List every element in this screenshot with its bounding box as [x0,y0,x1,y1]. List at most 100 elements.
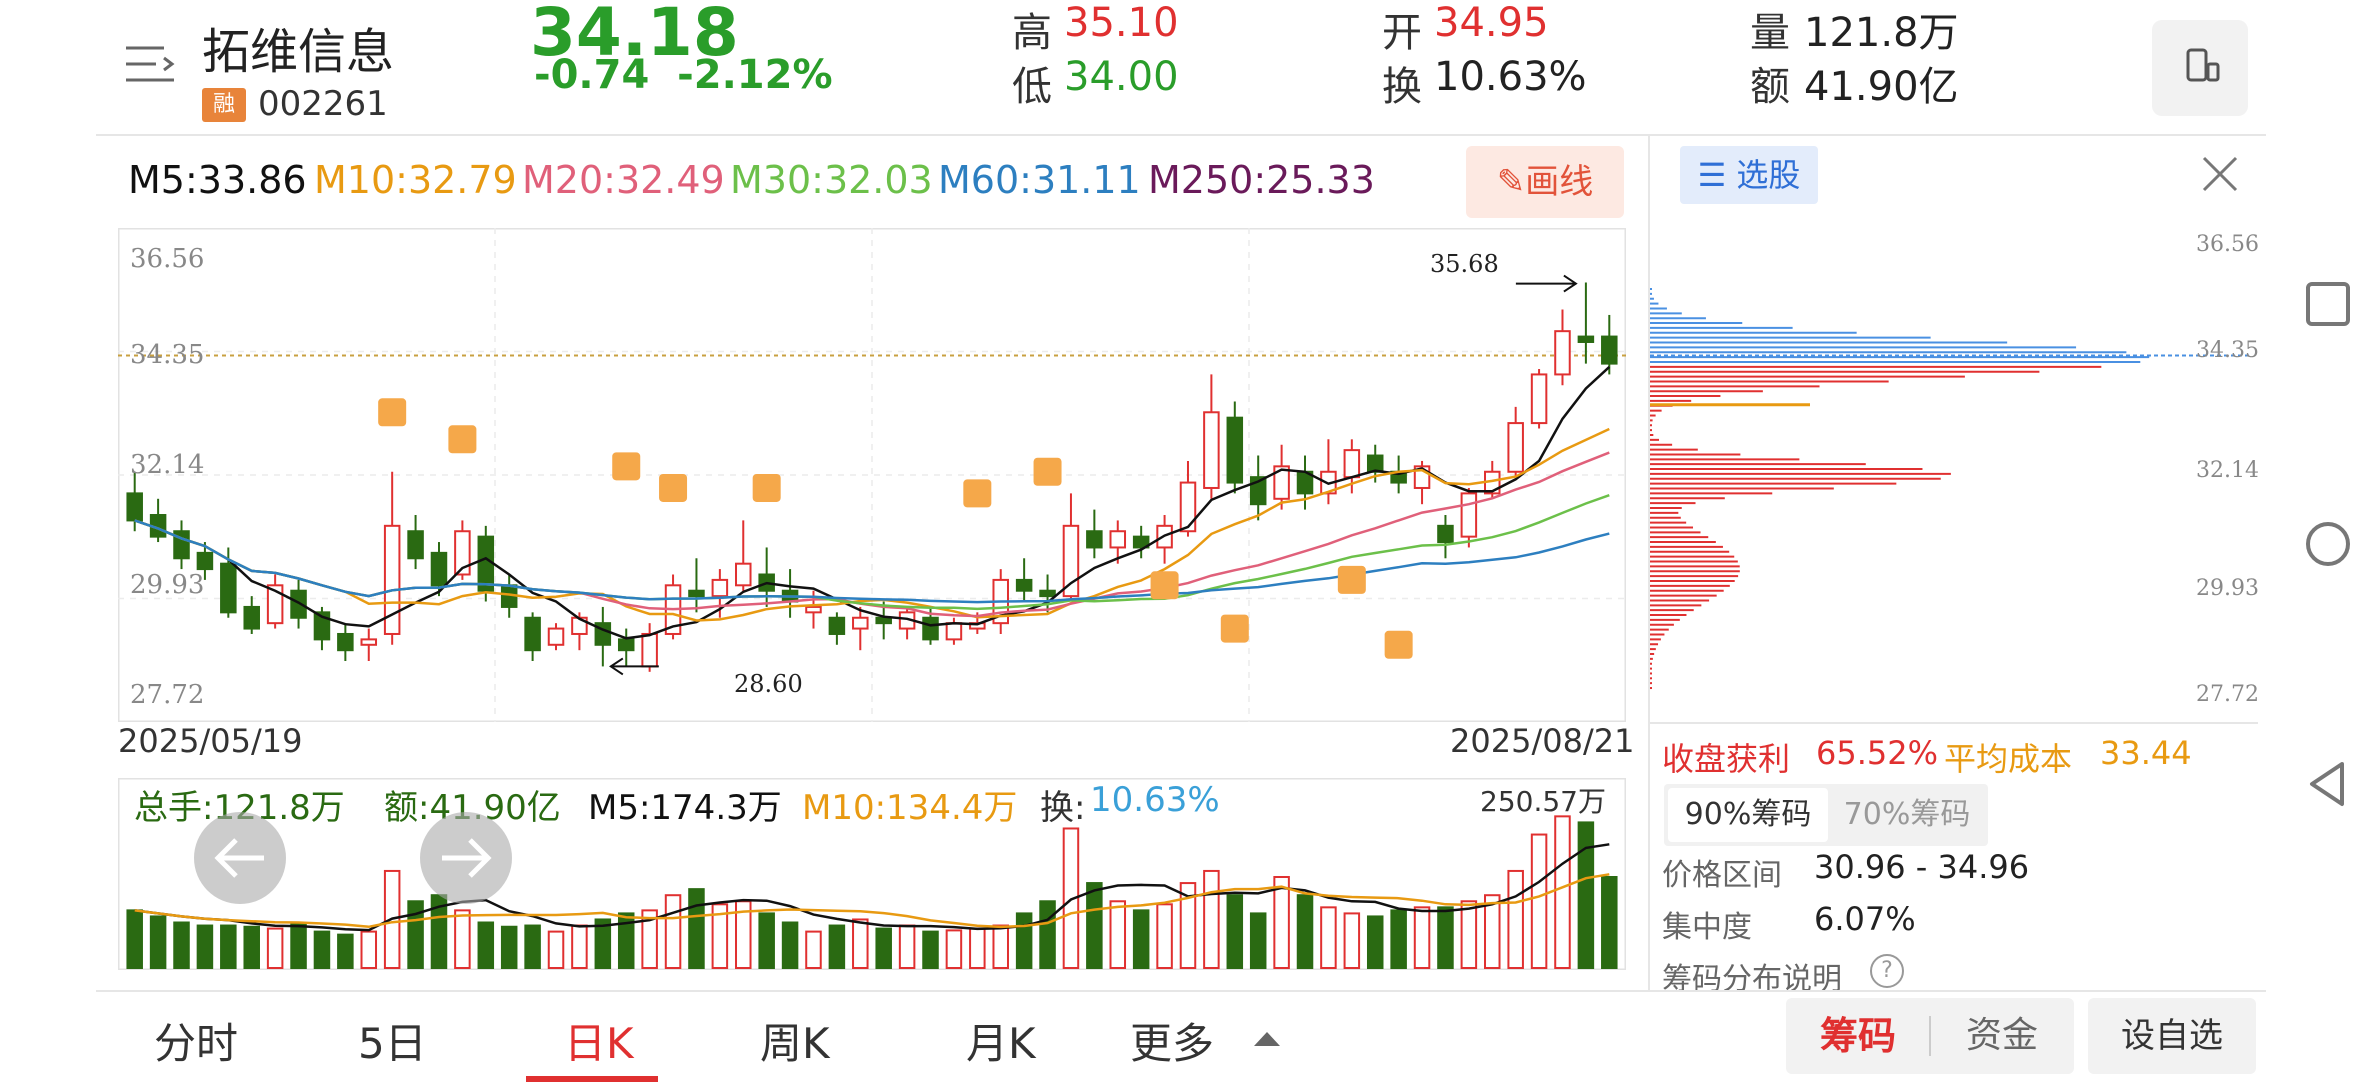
tab-weekly-k[interactable]: 周K [760,1019,830,1068]
volume-chart[interactable] [118,778,1626,970]
signal-tag-t [1384,630,1413,659]
candle-body [1273,465,1290,500]
header-divider [96,134,2266,136]
volume-bar [1132,909,1150,970]
volume-bar [805,930,822,969]
volume-bar [360,930,378,969]
signal-tag-t [1337,565,1366,594]
vol-turnover-label: 换: [1040,788,1086,828]
volume-bar [758,912,775,970]
panel-divider [1648,136,1650,990]
candle-body [617,638,635,652]
candle-body [407,530,424,560]
chip-y-tick-2: 34.35 [2196,338,2259,363]
amount-value: 41.90亿 [1804,64,1959,110]
volume-bar [945,929,963,970]
close-icon[interactable] [2196,150,2244,198]
volume-bar [1484,894,1501,969]
volume-bar [1577,821,1595,969]
candle-body [828,616,846,635]
home-icon[interactable] [2300,516,2356,572]
candle-body [875,616,892,625]
tab-daily-k[interactable]: 日K [564,1019,634,1068]
candlestick-chart[interactable] [118,228,1626,722]
volume-bar [1320,906,1337,969]
volume-bar [1226,894,1244,969]
tab-fenshi[interactable]: 分时 [154,1019,239,1068]
low-marker-label: 28.60 [734,670,803,698]
ma20-label: M20:32.49 [522,158,725,202]
signal-tag-t [612,452,641,481]
profit-value: 65.52% [1816,734,1939,772]
vol-m5: M5:174.3万 [588,788,782,828]
tab-monthly-k[interactable]: 月K [966,1019,1036,1068]
stock-pick-button[interactable]: ☰ 选股 [1680,146,1818,204]
turnover-label: 换 [1382,64,1422,110]
candle-body [454,530,471,576]
volume-bar [149,915,167,969]
amount-label: 额 [1750,64,1790,110]
price-range-value: 30.96 - 34.96 [1814,848,2030,886]
volume-bar [1273,876,1290,969]
volume-bar [1507,869,1524,969]
chip-y-tick-1: 36.56 [2196,232,2259,257]
ma5-line [134,365,1611,640]
candle-body [1226,416,1244,484]
candle-body [266,584,284,625]
candle-body [1460,492,1478,538]
volume-bar [266,927,284,969]
menu-collapse-icon[interactable] [124,38,176,90]
chip-range-tabs: 90%筹码 70%筹码 [1664,784,1988,846]
candle-body [243,605,260,630]
concentration-value: 6.07% [1814,900,1916,938]
candle-body [1132,535,1150,549]
low-label: 低 [1012,64,1052,110]
draw-line-button[interactable]: ✎画线 [1466,146,1624,218]
volume-bar [1296,894,1314,969]
margin-badge: 融 [202,88,246,122]
candle-body [945,622,963,641]
vol-ma10-line [134,873,1610,929]
recent-apps-icon[interactable] [2300,276,2356,332]
rotate-screen-button[interactable] [2152,20,2248,116]
signal-tag-t [659,473,688,502]
candle-body [1039,589,1056,598]
candle-body [337,632,354,652]
volume-bar [126,909,143,970]
candle-body [805,605,822,614]
candle-body [1109,530,1127,549]
candle-body [220,562,237,614]
volume-bar [313,930,331,969]
tab-5day[interactable]: 5日 [358,1019,427,1068]
volume-bar [407,900,424,969]
high-label: 高 [1012,10,1052,56]
volume-bar [781,921,799,970]
next-button[interactable] [420,812,512,904]
chip-button[interactable]: 筹码 [1819,1014,1896,1058]
high-marker-label: 35.68 [1430,250,1499,278]
start-date: 2025/05/19 [118,722,303,760]
volume-bar [1554,815,1571,970]
volume-bar [828,924,846,970]
candle-body [126,492,143,522]
candle-body [1015,578,1033,592]
tab-chip-90[interactable]: 90%筹码 [1668,788,1828,842]
signal-tag-t [1150,571,1179,600]
question-circle-icon[interactable]: ? [1870,954,1904,988]
signal-tag-t [1033,457,1062,486]
candle-body [196,551,214,571]
tab-more[interactable]: 更多 [1130,1019,1215,1068]
low-marker-arrowhead [609,657,624,676]
back-icon[interactable] [2300,756,2356,812]
prev-button[interactable] [194,812,286,904]
caret-up-icon[interactable] [1250,1026,1284,1050]
candle-body [1507,422,1524,473]
tab-chip-70[interactable]: 70%筹码 [1843,797,1971,832]
y-tick-4: 29.93 [130,570,205,600]
volume-bar [688,888,705,969]
add-watchlist-button[interactable]: 设自选 [2088,998,2256,1074]
volume-bar [1156,903,1173,969]
fund-button[interactable]: 资金 [1965,1015,2038,1056]
candle-body [1437,524,1454,544]
toggle-divider [1929,1016,1931,1056]
